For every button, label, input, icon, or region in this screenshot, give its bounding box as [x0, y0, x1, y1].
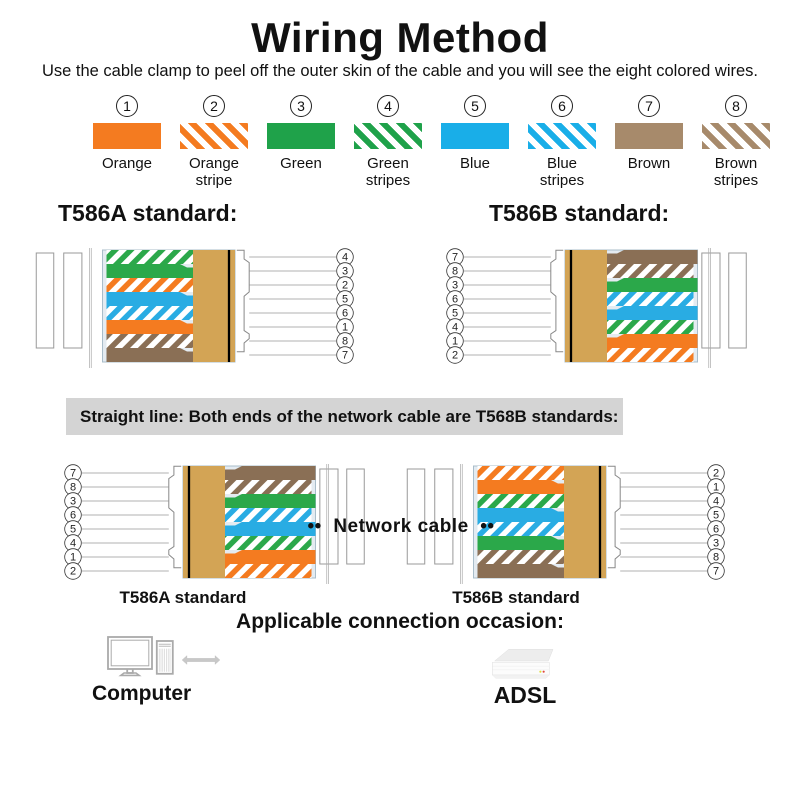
- svg-text:6: 6: [70, 510, 76, 522]
- svg-text:7: 7: [342, 350, 348, 362]
- svg-text:3: 3: [70, 496, 76, 508]
- svg-text:4: 4: [70, 538, 76, 550]
- svg-text:2: 2: [70, 566, 76, 578]
- svg-text:4: 4: [342, 252, 348, 264]
- svg-text:8: 8: [70, 482, 76, 494]
- svg-text:7: 7: [713, 566, 719, 578]
- svg-text:2: 2: [342, 280, 348, 292]
- svg-text:7: 7: [70, 468, 76, 480]
- svg-text:3: 3: [342, 266, 348, 278]
- svg-text:6: 6: [342, 308, 348, 320]
- svg-text:1: 1: [342, 322, 348, 334]
- svg-text:5: 5: [70, 524, 76, 536]
- svg-text:6: 6: [452, 294, 458, 306]
- svg-text:4: 4: [713, 496, 719, 508]
- svg-text:1: 1: [713, 482, 719, 494]
- svg-text:7: 7: [452, 252, 458, 264]
- svg-text:2: 2: [713, 468, 719, 480]
- svg-text:6: 6: [713, 524, 719, 536]
- svg-text:3: 3: [713, 538, 719, 550]
- svg-text:1: 1: [452, 336, 458, 348]
- svg-text:8: 8: [342, 336, 348, 348]
- svg-text:4: 4: [452, 322, 458, 334]
- svg-text:8: 8: [452, 266, 458, 278]
- svg-text:5: 5: [342, 294, 348, 306]
- svg-text:2: 2: [452, 350, 458, 362]
- svg-text:5: 5: [713, 510, 719, 522]
- svg-text:1: 1: [70, 552, 76, 564]
- svg-text:8: 8: [713, 552, 719, 564]
- svg-text:3: 3: [452, 280, 458, 292]
- svg-text:5: 5: [452, 308, 458, 320]
